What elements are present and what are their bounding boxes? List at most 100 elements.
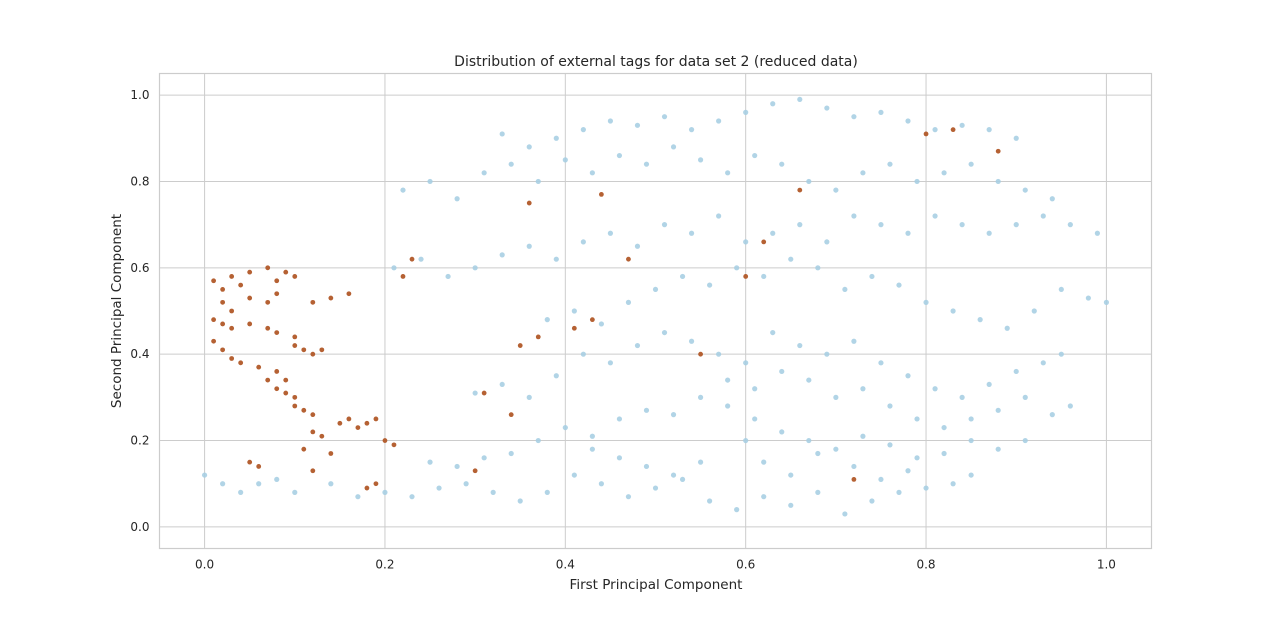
data-point-light-blue xyxy=(725,377,731,383)
data-point-brown xyxy=(409,256,415,262)
scatter-points xyxy=(201,96,1110,517)
data-point-light-blue xyxy=(968,437,974,444)
data-point-light-blue xyxy=(409,494,415,500)
data-point-light-blue xyxy=(986,127,992,133)
data-point-light-blue xyxy=(1004,325,1010,331)
data-point-light-blue xyxy=(607,360,614,366)
data-point-light-blue xyxy=(878,109,884,115)
data-point-light-blue xyxy=(941,424,947,431)
data-point-light-blue xyxy=(589,170,595,176)
data-point-brown xyxy=(247,321,253,327)
data-point-brown xyxy=(337,420,343,426)
data-point-brown xyxy=(328,451,334,456)
x-axis-label: First Principal Component xyxy=(570,577,743,593)
data-point-light-blue xyxy=(580,239,586,245)
data-point-brown xyxy=(346,416,352,422)
data-point-light-blue xyxy=(697,157,704,163)
data-point-light-blue xyxy=(743,109,749,115)
data-point-light-blue xyxy=(508,161,514,167)
data-point-light-blue xyxy=(607,118,614,124)
data-point-light-blue xyxy=(391,265,397,271)
data-point-light-blue xyxy=(959,222,965,228)
x-tick-label: 0.0 xyxy=(195,558,214,572)
data-point-light-blue xyxy=(643,161,650,167)
data-point-brown xyxy=(229,356,235,361)
data-point-light-blue xyxy=(201,472,208,478)
data-point-light-blue xyxy=(1058,351,1064,357)
data-point-light-blue xyxy=(815,450,821,457)
data-point-light-blue xyxy=(562,424,568,431)
data-point-light-blue xyxy=(833,446,839,452)
data-point-light-blue xyxy=(968,161,974,167)
data-point-light-blue xyxy=(923,485,929,491)
data-point-light-blue xyxy=(589,446,595,452)
x-axis-ticks: 0.0 0.2 0.4 0.6 0.8 1.0 xyxy=(195,558,1116,572)
data-point-light-blue xyxy=(616,152,623,159)
data-point-light-blue xyxy=(580,351,586,357)
data-point-light-blue xyxy=(1022,394,1028,400)
data-point-light-blue xyxy=(842,511,848,517)
data-point-brown xyxy=(211,278,217,284)
data-point-light-blue xyxy=(734,265,740,271)
data-point-light-blue xyxy=(1058,286,1064,293)
data-point-light-blue xyxy=(1085,295,1091,301)
data-point-light-blue xyxy=(634,342,641,349)
data-point-brown xyxy=(238,360,244,366)
data-point-light-blue xyxy=(878,360,884,366)
data-point-light-blue xyxy=(616,455,623,461)
data-point-light-blue xyxy=(824,351,830,357)
data-point-light-blue xyxy=(697,394,704,400)
data-point-brown xyxy=(310,429,316,435)
data-point-brown xyxy=(364,485,370,491)
data-point-light-blue xyxy=(779,429,785,435)
data-point-brown xyxy=(283,390,289,396)
data-point-light-blue xyxy=(616,416,623,422)
y-tick-label: 0.6 xyxy=(130,261,149,275)
data-point-light-blue xyxy=(869,273,875,280)
data-point-brown xyxy=(950,127,956,133)
data-point-light-blue xyxy=(887,442,893,448)
data-point-light-blue xyxy=(968,472,974,478)
data-point-brown xyxy=(346,291,352,297)
data-point-light-blue xyxy=(887,161,893,167)
data-point-light-blue xyxy=(490,489,496,495)
data-point-light-blue xyxy=(571,472,577,478)
y-axis-label: Second Principal Component xyxy=(109,214,125,408)
data-point-brown xyxy=(292,394,298,400)
data-point-brown xyxy=(698,351,703,357)
data-point-light-blue xyxy=(1022,187,1028,193)
data-point-brown xyxy=(851,477,857,482)
data-point-light-blue xyxy=(707,282,713,288)
data-point-light-blue xyxy=(779,161,785,167)
data-point-brown xyxy=(274,291,280,297)
data-point-light-blue xyxy=(553,256,559,262)
data-point-brown xyxy=(292,343,298,348)
data-point-light-blue xyxy=(652,286,659,293)
data-point-light-blue xyxy=(499,381,505,388)
data-point-light-blue xyxy=(643,463,650,470)
data-point-brown xyxy=(301,347,307,353)
data-point-light-blue xyxy=(977,317,983,323)
data-point-light-blue xyxy=(526,243,532,249)
y-tick-label: 0.4 xyxy=(130,347,149,361)
data-point-light-blue xyxy=(959,122,965,128)
data-point-light-blue xyxy=(752,152,758,159)
data-point-light-blue xyxy=(643,407,650,413)
data-point-light-blue xyxy=(905,468,911,474)
data-point-brown xyxy=(211,338,217,344)
data-point-light-blue xyxy=(851,463,857,470)
y-tick-label: 1.0 xyxy=(130,88,149,102)
data-point-brown xyxy=(364,420,370,426)
data-point-light-blue xyxy=(968,416,974,422)
data-point-light-blue xyxy=(1049,412,1055,418)
data-point-brown xyxy=(238,282,244,288)
data-point-light-blue xyxy=(1013,222,1019,228)
data-point-light-blue xyxy=(598,321,604,327)
data-point-light-blue xyxy=(508,450,514,457)
data-point-light-blue xyxy=(743,360,749,366)
data-point-light-blue xyxy=(905,230,911,236)
data-point-light-blue xyxy=(571,308,577,314)
y-tick-label: 0.0 xyxy=(130,520,149,534)
data-point-brown xyxy=(400,274,406,279)
data-point-brown xyxy=(256,364,262,370)
